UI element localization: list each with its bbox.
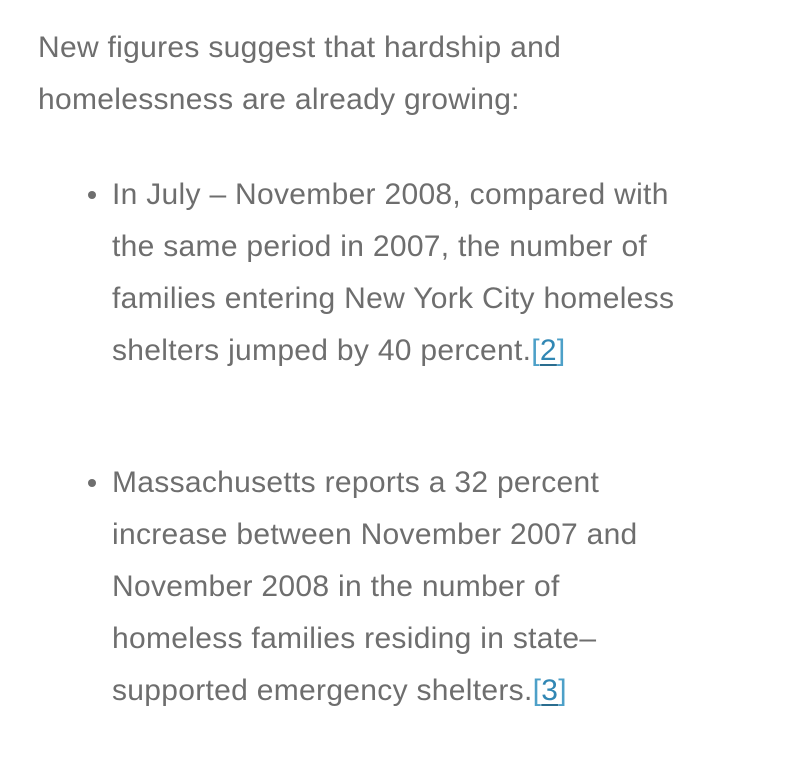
footnote-close-bracket: ]: [558, 674, 567, 707]
footnote-open-bracket: [: [531, 334, 540, 367]
list-item-ny-shelters: In July – November 2008, compared with t…: [88, 169, 772, 377]
intro-paragraph: New figures suggest that hardship and ho…: [38, 22, 772, 126]
footnote-close-bracket: ]: [556, 334, 566, 367]
bullet-dot-icon: [88, 191, 96, 199]
list-item-text: shelters jumped by 40 percent.: [112, 334, 532, 367]
list-item-text: families entering New York City homeless: [112, 282, 675, 315]
list-item-text: November 2008 in the number of: [112, 570, 560, 603]
footnote-link-2[interactable]: [2]: [531, 334, 565, 367]
bullet-dot-icon: [88, 479, 96, 487]
footnote-open-bracket: [: [532, 674, 542, 707]
list-item-text: supported emergency shelters.: [112, 674, 533, 707]
bullet-list: In July – November 2008, compared with t…: [38, 169, 772, 717]
list-item-last-line: supported emergency shelters.[3]: [112, 665, 772, 717]
footnote-number: 2: [539, 334, 557, 367]
list-item-text: In July – November 2008, compared with: [112, 178, 669, 211]
list-item-text: the same period in 2007, the number of: [112, 230, 648, 263]
list-item-massachusetts: Massachusetts reports a 32 percent incre…: [88, 457, 772, 717]
list-item-last-line: shelters jumped by 40 percent.[2]: [112, 325, 772, 377]
list-item-text: increase between November 2007 and: [112, 518, 638, 551]
list-item-text: homeless families residing in state–: [112, 622, 597, 655]
footnote-number: 3: [541, 674, 559, 707]
intro-line-2: homelessness are already growing:: [38, 83, 520, 116]
footnote-link-3[interactable]: [3]: [533, 674, 567, 707]
intro-line-1: New figures suggest that hardship and: [38, 31, 562, 64]
list-item-text: Massachusetts reports a 32 percent: [112, 466, 600, 499]
